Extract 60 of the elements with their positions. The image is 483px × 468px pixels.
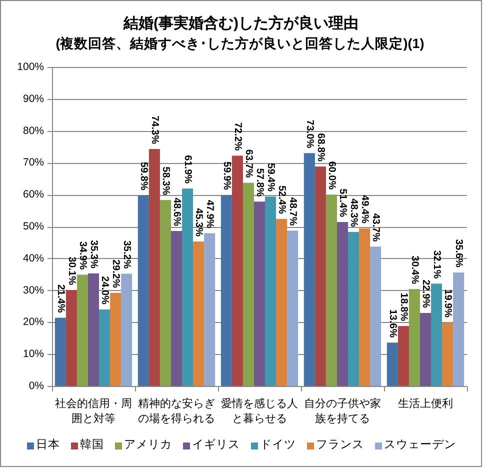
value-label: 21.4% [54,284,66,313]
value-label: 34.9% [76,241,88,270]
value-label: 49.4% [359,195,370,224]
value-label: 74.3% [148,116,160,144]
ytick: 70% [22,156,44,169]
value-label: 58.3% [160,166,171,196]
value-label: 52.4% [276,185,288,214]
value-label: 32.1% [431,250,442,279]
ytick: 60% [22,188,44,201]
ytick: 90% [22,92,44,105]
legend-label: 韓国 [80,439,104,451]
value-label: 35.6% [453,239,464,268]
value-label: 60.0% [326,161,337,190]
value-label: 73.0% [304,120,315,148]
value-label: 59.4% [265,163,276,192]
value-label: 43.7% [370,213,382,242]
ytick: 100% [17,61,44,73]
value-label: 45.3% [193,208,204,236]
subtitle: (複数回答、結婚すべき･した方が良いと回答した人限定)(1) [56,36,424,51]
value-label: 19.9% [442,289,454,318]
ytick: 80% [22,124,44,137]
ytick: 50% [22,220,44,232]
ytick: 10% [22,348,44,360]
value-label: 35.2% [121,240,132,269]
value-label: 30.4% [408,256,420,284]
xtick: 社会的信用・周囲と対等 [55,398,132,425]
value-label: 57.8% [254,168,265,197]
value-label: 13.6% [386,309,398,338]
legend-label: アメリカ [124,439,172,451]
xtick: 自分の子供や家族を持てる [304,398,381,425]
value-label: 48.6% [171,198,182,226]
value-label: 63.7% [242,149,254,178]
legend-label: ドイツ [260,439,296,451]
value-label: 30.1% [66,256,77,285]
value-label: 59.9% [220,162,232,190]
xtick: 精神的な安らぎの場を得られる [138,398,215,425]
ytick: 40% [22,252,44,264]
value-label: 68.8% [314,133,326,162]
xtick: 生活上便利 [398,398,453,410]
value-label: 59.8% [138,162,149,190]
ytick: 0% [28,380,44,392]
value-label: 29.2% [110,260,122,288]
value-label: 18.8% [398,292,409,322]
value-label: 35.3% [88,240,99,268]
legend-label: フランス [316,439,364,451]
value-label: 61.9% [182,155,194,184]
ytick: 20% [22,316,44,328]
xtick: 愛情を感じる人と暮らせる [221,398,298,425]
value-label: 48.3% [348,198,360,227]
title: 結婚(事実婚含む)した方が良い理由 [124,15,358,32]
value-label: 47.9% [204,200,216,228]
value-label: 72.2% [232,122,243,151]
legend-label: スウェーデン [384,439,456,451]
value-label: 22.9% [420,280,431,308]
legend-label: イギリス [192,439,240,451]
value-label: 24.0% [99,276,110,304]
legend-label: 日本 [36,439,60,451]
value-label: 51.4% [337,188,348,218]
ytick: 30% [22,284,44,296]
value-label: 48.7% [287,197,298,226]
